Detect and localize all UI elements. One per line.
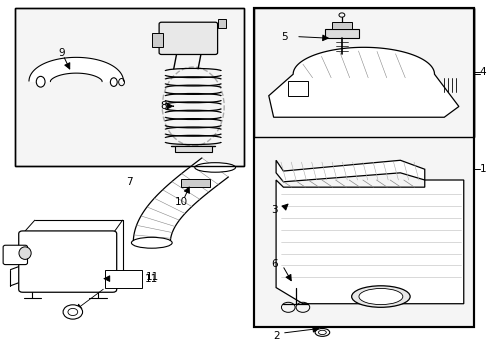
Ellipse shape xyxy=(194,163,235,172)
FancyBboxPatch shape xyxy=(3,245,27,265)
Ellipse shape xyxy=(110,78,117,86)
Bar xyxy=(254,8,472,137)
Bar xyxy=(288,81,307,96)
Ellipse shape xyxy=(351,286,409,307)
Text: 3: 3 xyxy=(270,206,277,216)
Ellipse shape xyxy=(358,288,402,305)
Polygon shape xyxy=(276,160,424,182)
Text: 7: 7 xyxy=(126,177,133,187)
Text: 11: 11 xyxy=(144,274,158,284)
Bar xyxy=(324,30,358,39)
Ellipse shape xyxy=(19,247,31,260)
Bar xyxy=(331,22,351,30)
Text: 2: 2 xyxy=(273,331,280,341)
Circle shape xyxy=(68,309,78,316)
Ellipse shape xyxy=(36,76,45,87)
Ellipse shape xyxy=(131,237,172,248)
Bar xyxy=(15,8,244,166)
Text: 6: 6 xyxy=(270,259,277,269)
Bar xyxy=(174,145,211,152)
Text: 5: 5 xyxy=(281,32,288,41)
Text: 1: 1 xyxy=(479,164,486,174)
Bar xyxy=(254,8,472,327)
Circle shape xyxy=(63,305,82,319)
Bar xyxy=(15,8,244,166)
FancyBboxPatch shape xyxy=(159,22,217,54)
Bar xyxy=(254,8,472,327)
Text: 8: 8 xyxy=(160,101,166,111)
FancyBboxPatch shape xyxy=(19,231,117,292)
Polygon shape xyxy=(276,180,463,304)
Text: 9: 9 xyxy=(58,48,65,58)
Polygon shape xyxy=(133,158,228,243)
Ellipse shape xyxy=(318,330,325,334)
Polygon shape xyxy=(268,47,458,117)
Bar xyxy=(254,8,472,137)
Ellipse shape xyxy=(314,328,329,336)
Text: 10: 10 xyxy=(175,197,188,207)
Bar xyxy=(151,33,162,47)
Bar xyxy=(217,19,226,28)
Text: 11: 11 xyxy=(145,272,159,282)
Text: 4: 4 xyxy=(479,67,486,77)
Bar xyxy=(180,179,209,187)
Polygon shape xyxy=(29,57,123,82)
Bar xyxy=(105,270,142,288)
